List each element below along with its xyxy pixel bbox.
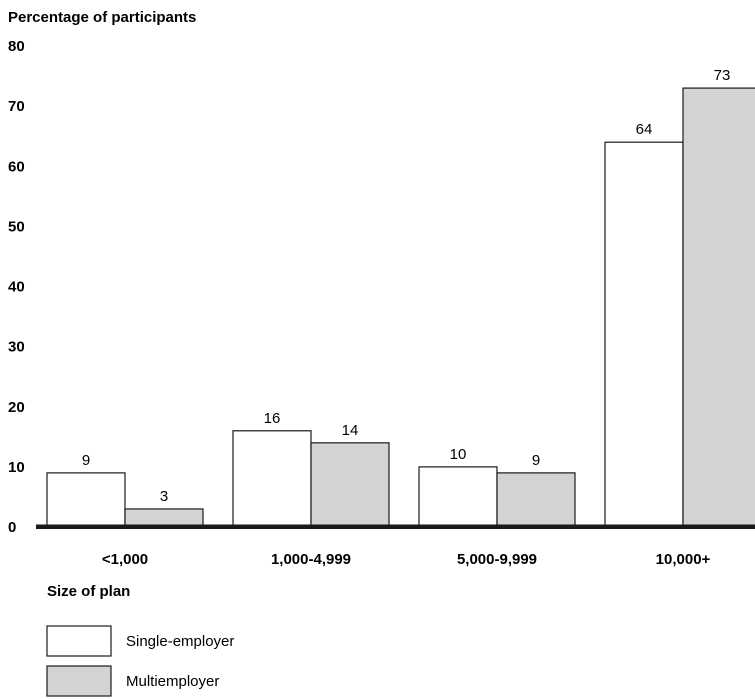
bar-value-label: 16 xyxy=(264,410,281,427)
bar-value-label: 10 xyxy=(450,446,467,463)
bar-value-label: 64 xyxy=(636,121,653,138)
bar-value-label: 14 xyxy=(342,422,359,439)
bar-value-label: 9 xyxy=(532,452,540,469)
y-tick-label: 30 xyxy=(8,339,25,356)
legend-swatch xyxy=(46,625,112,657)
x-axis-baseline xyxy=(36,524,755,529)
bars xyxy=(46,87,755,528)
bar xyxy=(604,141,684,528)
bar xyxy=(46,472,126,528)
legend: Single-employer Multiemployer xyxy=(46,625,234,697)
y-tick-label: 20 xyxy=(8,399,25,416)
y-tick-label: 10 xyxy=(8,459,25,476)
bar-value-label: 3 xyxy=(160,488,168,505)
bar xyxy=(496,472,576,528)
y-tick-label: 80 xyxy=(8,38,25,55)
y-tick-label: 60 xyxy=(8,158,25,175)
bar xyxy=(682,87,755,528)
x-tick-label: <1,000 xyxy=(102,551,148,568)
y-tick-label: 0 xyxy=(8,519,16,536)
bar xyxy=(232,430,312,528)
bar xyxy=(418,466,498,528)
legend-label: Multiemployer xyxy=(126,673,219,690)
x-tick-label: 5,000-9,999 xyxy=(457,551,537,568)
x-axis-title: Size of plan xyxy=(47,583,130,600)
y-axis-ticks: 0 10 20 30 40 50 60 70 80 xyxy=(8,38,25,536)
y-axis-title: Percentage of participants xyxy=(8,9,196,26)
legend-label: Single-employer xyxy=(126,633,234,650)
y-tick-label: 70 xyxy=(8,98,25,115)
bar xyxy=(310,442,390,528)
y-tick-label: 40 xyxy=(8,279,25,296)
x-tick-label: 1,000-4,999 xyxy=(271,551,351,568)
bar xyxy=(124,508,204,528)
y-tick-label: 50 xyxy=(8,218,25,235)
legend-swatch xyxy=(46,665,112,697)
bar-value-label: 73 xyxy=(714,67,731,84)
category-labels: <1,000 1,000-4,999 5,000-9,999 10,000+ xyxy=(102,551,711,568)
x-tick-label: 10,000+ xyxy=(656,551,711,568)
bar-value-label: 9 xyxy=(82,452,90,469)
value-labels: 9 3 16 14 10 9 64 73 xyxy=(82,67,731,505)
